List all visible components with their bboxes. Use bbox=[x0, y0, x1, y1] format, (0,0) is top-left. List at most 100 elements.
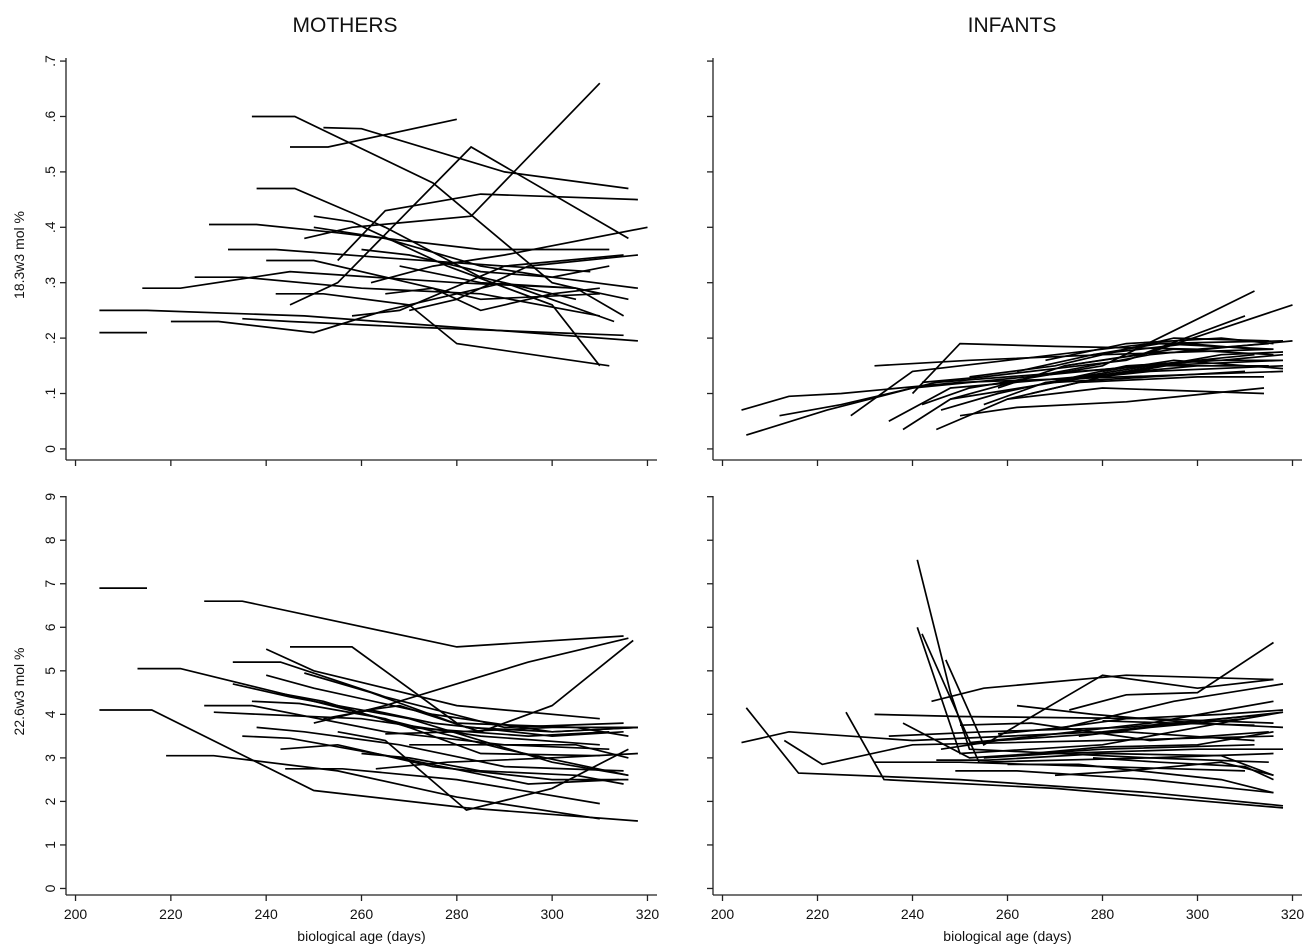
top-left-y-axis-label: 18.3w3 mol % bbox=[11, 211, 27, 299]
top-right-trace-4 bbox=[850, 340, 1284, 417]
bottom-left-trace-7 bbox=[213, 711, 600, 746]
bottom-left-x-axis-label: biological age (days) bbox=[297, 928, 425, 944]
top-right-trace-20 bbox=[1031, 359, 1283, 395]
bottom-right-trace-12 bbox=[931, 674, 1274, 703]
bottom-left-y-tick-label: 6 bbox=[42, 623, 58, 631]
bottom-right-x-tick-label: 260 bbox=[996, 906, 1020, 922]
bottom-left-y-axis-label: 22.6w3 mol % bbox=[11, 648, 27, 736]
top-left-y-tick-label: .4 bbox=[42, 221, 58, 233]
bottom-right-trace-9 bbox=[916, 559, 1269, 764]
top-left-trace-24 bbox=[399, 265, 625, 317]
top-left-trace-22 bbox=[370, 226, 648, 284]
top-left-y-tick-label: .5 bbox=[42, 166, 58, 178]
bottom-left-trace-26 bbox=[385, 726, 638, 735]
bottom-left-trace-11 bbox=[251, 700, 600, 757]
bottom-left-y-tick-label: 9 bbox=[42, 493, 58, 501]
top-left-trace-9 bbox=[251, 115, 600, 295]
top-right-trace-12 bbox=[940, 353, 1284, 411]
bottom-left-trace-10 bbox=[242, 735, 619, 785]
bottom-right-trace-24 bbox=[1045, 709, 1284, 731]
bottom-left-trace-17 bbox=[285, 767, 600, 805]
bottom-right-x-tick-label: 300 bbox=[1186, 906, 1210, 922]
top-left-y-tick-label: .1 bbox=[42, 387, 58, 399]
bottom-left-trace-13 bbox=[265, 648, 600, 720]
bottom-right-trace-16 bbox=[955, 770, 1274, 794]
top-left-trace-14 bbox=[289, 145, 629, 306]
panel-top-right-infants bbox=[707, 58, 1302, 466]
top-left-trace-4 bbox=[170, 281, 615, 334]
bottom-left-trace-23 bbox=[351, 639, 634, 733]
bottom-right-trace-19 bbox=[983, 748, 1283, 759]
bottom-left-y-tick-label: 0 bbox=[42, 884, 58, 892]
top-left-trace-2 bbox=[99, 309, 638, 342]
bottom-right-trace-23 bbox=[1031, 730, 1274, 755]
bottom-left-trace-21 bbox=[323, 709, 624, 737]
top-right-trace-23 bbox=[1064, 315, 1246, 367]
top-right-trace-3 bbox=[779, 359, 1284, 417]
bottom-right-trace-20 bbox=[997, 683, 1284, 735]
bottom-right-trace-17 bbox=[959, 722, 1269, 742]
top-right-trace-7 bbox=[902, 370, 1246, 431]
top-right-trace-5 bbox=[874, 348, 1274, 367]
bottom-right-x-axis-label: biological age (days) bbox=[943, 928, 1071, 944]
top-right-trace-16 bbox=[983, 364, 1284, 406]
top-left-trace-25 bbox=[409, 254, 638, 312]
top-left-trace-16 bbox=[313, 215, 601, 367]
top-left-trace-11 bbox=[266, 259, 600, 301]
top-left-y-tick-label: .3 bbox=[42, 277, 58, 289]
top-left-trace-7 bbox=[228, 248, 624, 267]
top-right-trace-22 bbox=[1054, 351, 1284, 384]
bottom-left-trace-12 bbox=[256, 726, 624, 772]
top-right-trace-14 bbox=[959, 387, 1265, 417]
bottom-left-x-tick-label: 300 bbox=[540, 906, 564, 922]
panel-top-left-mothers: 0 .1 .2 .3 .4 .5 .6 .7 18.3w3 mol % bbox=[11, 55, 657, 466]
bottom-left-y-tick-label: 1 bbox=[42, 841, 58, 849]
top-left-trace-6 bbox=[209, 223, 610, 251]
top-left-y-tick-label: .6 bbox=[42, 110, 58, 122]
bottom-right-trace-14 bbox=[940, 730, 1255, 751]
bottom-left-x-tick-label: 200 bbox=[64, 906, 88, 922]
bottom-right-trace-13 bbox=[936, 752, 1274, 777]
top-right-trace-25 bbox=[1092, 342, 1274, 356]
bottom-right-trace-10 bbox=[916, 627, 1246, 755]
bottom-left-x-tick-label: 260 bbox=[350, 906, 374, 922]
bottom-right-trace-18 bbox=[969, 700, 1274, 744]
top-left-trace-18 bbox=[323, 126, 629, 190]
bottom-right-x-tick-label: 320 bbox=[1281, 906, 1305, 922]
top-left-y-tick-label: 0 bbox=[42, 445, 58, 453]
bottom-right-trace-25 bbox=[1054, 761, 1274, 777]
bottom-left-trace-25 bbox=[375, 752, 638, 770]
bottom-right-trace-15 bbox=[945, 659, 1274, 747]
top-left-trace-19 bbox=[337, 193, 638, 262]
bottom-right-trace-29 bbox=[1102, 720, 1255, 727]
bottom-left-y-tick-label: 8 bbox=[42, 536, 58, 544]
bottom-right-trace-2 bbox=[745, 707, 1284, 807]
panel-bottom-left-mothers: 0 1 2 3 4 5 6 7 8 9 200 220 240 260 280 300 320 22.6w3 mo… bbox=[11, 493, 659, 944]
top-right-trace-24 bbox=[1078, 364, 1255, 378]
top-right-trace-13 bbox=[950, 340, 1293, 400]
bottom-right-x-tick-label: 200 bbox=[711, 906, 735, 922]
bottom-right-trace-1 bbox=[741, 711, 1284, 744]
bottom-left-trace-6 bbox=[204, 704, 610, 751]
top-left-trace-13 bbox=[290, 118, 457, 148]
bottom-left-trace-27 bbox=[409, 743, 629, 759]
top-right-trace-9 bbox=[921, 290, 1255, 406]
bottom-left-trace-15 bbox=[275, 691, 610, 737]
bottom-left-y-tick-label: 7 bbox=[42, 580, 58, 588]
bottom-right-x-tick-label: 280 bbox=[1091, 906, 1115, 922]
top-right-trace-21 bbox=[1045, 337, 1274, 362]
bottom-left-y-tick-label: 3 bbox=[42, 754, 58, 762]
bottom-left-trace-4 bbox=[166, 754, 600, 820]
bottom-left-x-tick-label: 320 bbox=[636, 906, 660, 922]
bottom-left-trace-2 bbox=[99, 709, 638, 822]
top-left-y-tick-label: .2 bbox=[42, 332, 58, 344]
top-right-trace-26 bbox=[1102, 359, 1284, 373]
bottom-right-x-tick-label: 240 bbox=[901, 906, 925, 922]
bottom-left-trace-5 bbox=[204, 600, 624, 648]
top-left-y-tick-label: .7 bbox=[42, 55, 58, 67]
bottom-right-trace-7 bbox=[888, 713, 1269, 737]
bottom-left-trace-16 bbox=[280, 743, 629, 781]
bottom-right-trace-28 bbox=[1092, 757, 1274, 781]
top-left-trace-15 bbox=[304, 82, 601, 240]
bottom-left-x-tick-label: 280 bbox=[445, 906, 469, 922]
